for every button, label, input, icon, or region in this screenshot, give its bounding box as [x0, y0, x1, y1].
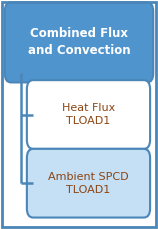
Text: Combined Flux
and Convection: Combined Flux and Convection	[28, 27, 130, 57]
Text: Heat Flux
TLOAD1: Heat Flux TLOAD1	[62, 103, 115, 126]
FancyBboxPatch shape	[5, 2, 153, 82]
Text: Ambient SPCD
TLOAD1: Ambient SPCD TLOAD1	[48, 172, 129, 195]
FancyBboxPatch shape	[27, 149, 150, 218]
FancyBboxPatch shape	[27, 80, 150, 149]
